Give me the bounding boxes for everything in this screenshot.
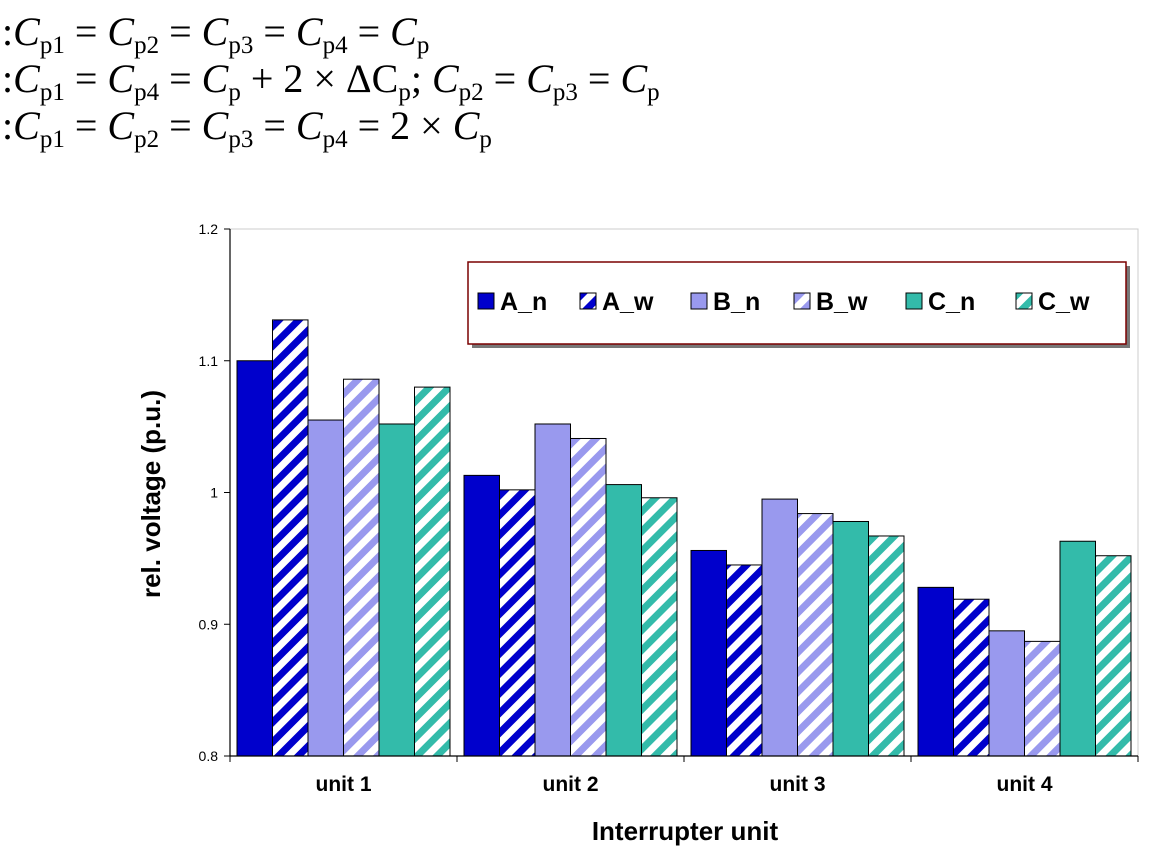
bar-c-w-unit-3 bbox=[868, 535, 905, 757]
y-tick-label: 0.9 bbox=[199, 616, 219, 632]
bar-b-n-unit-4 bbox=[988, 630, 1025, 757]
x-category-label: unit 1 bbox=[316, 773, 372, 796]
legend-label: C_w bbox=[1038, 288, 1090, 316]
legend-label: A_n bbox=[500, 288, 547, 316]
bar-a-w-unit-4 bbox=[953, 598, 990, 757]
formula-line-2: :Cp1 = Cp4 = Cp + 2 × ΔCp; Cp2 = Cp3 = C… bbox=[2, 56, 660, 106]
bar-a-w-unit-3 bbox=[726, 564, 763, 757]
axes: 0.8 0.9 1 1.1 1.2 unit 1 unit 2 unit 3 unit 4 bbox=[199, 221, 1139, 796]
bars bbox=[236, 319, 1132, 757]
bar-a-n-unit-2 bbox=[463, 474, 500, 757]
legend-swatch bbox=[690, 292, 708, 310]
bar-b-w-unit-2 bbox=[570, 437, 607, 757]
legend-swatch bbox=[579, 292, 597, 310]
bar-b-n-unit-1 bbox=[307, 419, 344, 757]
bar-a-n-unit-1 bbox=[236, 360, 273, 757]
legend-swatch bbox=[1015, 292, 1033, 310]
x-category-label: unit 3 bbox=[770, 773, 826, 796]
legend-swatch bbox=[793, 292, 811, 310]
bar-c-w-unit-1 bbox=[414, 386, 451, 757]
legend: A_n A_w B_n B_w C_n C_w bbox=[467, 261, 1130, 348]
bar-c-n-unit-3 bbox=[832, 520, 869, 757]
y-tick-label: 1 bbox=[210, 485, 218, 501]
bar-c-n-unit-1 bbox=[378, 423, 415, 757]
bar-c-w-unit-2 bbox=[641, 497, 678, 757]
bar-b-n-unit-3 bbox=[761, 498, 798, 757]
y-tick-label: 1.1 bbox=[199, 353, 219, 369]
legend-label: B_w bbox=[816, 288, 868, 316]
formula-block: :Cp1 = Cp2 = Cp3 = Cp4 = Cp :Cp1 = Cp4 =… bbox=[2, 8, 660, 153]
legend-label: C_n bbox=[928, 288, 975, 316]
formula-line-1: :Cp1 = Cp2 = Cp3 = Cp4 = Cp bbox=[2, 9, 430, 59]
bar-b-w-unit-3 bbox=[797, 513, 834, 757]
x-category-label: unit 2 bbox=[543, 773, 599, 796]
legend-swatch bbox=[905, 292, 923, 310]
bar-a-n-unit-3 bbox=[690, 549, 727, 757]
y-tick-label: 0.8 bbox=[199, 748, 219, 764]
formula-line-3: :Cp1 = Cp2 = Cp3 = Cp4 = 2 × Cp bbox=[2, 103, 492, 153]
bar-c-n-unit-4 bbox=[1059, 540, 1096, 757]
bar-b-w-unit-4 bbox=[1024, 640, 1061, 757]
y-tick-label: 1.2 bbox=[199, 221, 219, 237]
legend-label: B_n bbox=[713, 288, 760, 316]
y-axis-title: rel. voltage (p.u.) bbox=[136, 390, 166, 598]
bar-a-w-unit-2 bbox=[499, 489, 536, 757]
legend-label: A_w bbox=[602, 288, 654, 316]
bar-b-n-unit-2 bbox=[534, 423, 571, 757]
bar-b-w-unit-1 bbox=[343, 378, 380, 757]
bar-a-n-unit-4 bbox=[917, 586, 954, 757]
bar-a-w-unit-1 bbox=[272, 319, 309, 757]
x-axis-title: Interrupter unit bbox=[592, 816, 779, 846]
legend-swatch bbox=[477, 292, 495, 310]
bar-c-n-unit-2 bbox=[605, 484, 642, 757]
bar-c-w-unit-4 bbox=[1095, 555, 1132, 757]
x-category-label: unit 4 bbox=[997, 773, 1053, 796]
